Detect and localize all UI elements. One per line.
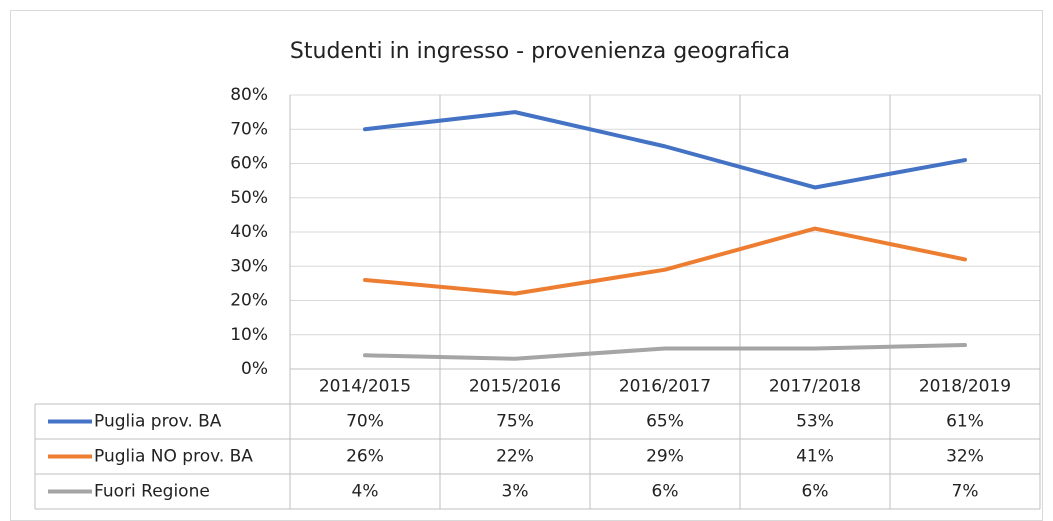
y-tick-label: 10%: [230, 325, 268, 345]
table-value: 75%: [496, 412, 534, 432]
x-tick-label: 2015/2016: [469, 377, 561, 397]
table-value: 29%: [646, 447, 684, 467]
table-value: 4%: [352, 482, 379, 502]
series-line: [363, 226, 967, 296]
chart-title: Studenti in ingresso - provenienza geogr…: [290, 39, 790, 64]
table-value: 61%: [946, 412, 984, 432]
x-tick-label: 2018/2019: [919, 377, 1011, 397]
table-value: 3%: [502, 482, 529, 502]
table-value: 41%: [796, 447, 834, 467]
y-tick-label: 30%: [230, 256, 268, 276]
table-value: 22%: [496, 447, 534, 467]
y-tick-label: 0%: [241, 359, 268, 379]
table-value: 6%: [802, 482, 829, 502]
y-tick-label: 20%: [230, 291, 268, 311]
legend-label: Puglia NO prov. BA: [94, 447, 253, 467]
table-value: 65%: [646, 412, 684, 432]
x-tick-label: 2016/2017: [619, 377, 711, 397]
legend-label: Puglia prov. BA: [94, 412, 222, 432]
y-tick-label: 50%: [230, 188, 268, 208]
table-value: 53%: [796, 412, 834, 432]
chart-border: [10, 10, 1043, 521]
y-tick-label: 40%: [230, 222, 268, 242]
table-value: 6%: [652, 482, 679, 502]
series-line: [363, 343, 967, 361]
table-value: 32%: [946, 447, 984, 467]
table-value: 7%: [952, 482, 979, 502]
legend-label: Fuori Regione: [94, 482, 210, 502]
series-line: [363, 110, 967, 190]
table-value: 70%: [346, 412, 384, 432]
y-tick-label: 60%: [230, 154, 268, 174]
y-tick-label: 70%: [230, 119, 268, 139]
y-tick-label: 80%: [230, 85, 268, 105]
x-tick-label: 2017/2018: [769, 377, 861, 397]
table-value: 26%: [346, 447, 384, 467]
x-tick-label: 2014/2015: [319, 377, 411, 397]
